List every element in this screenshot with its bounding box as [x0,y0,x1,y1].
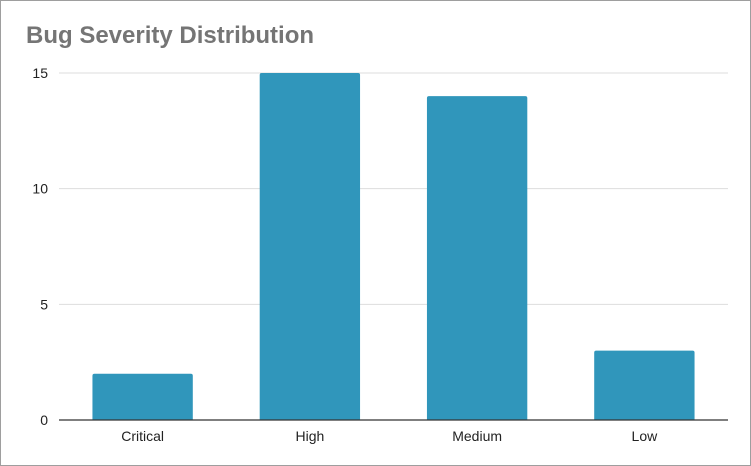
bar-low [594,350,695,420]
y-tick-label: 15 [32,65,48,81]
gridlines [59,72,728,305]
x-tick-label-high: High [295,428,324,444]
y-tick-label: 10 [32,181,48,197]
x-tick-label-critical: Critical [121,428,164,444]
bar-critical [92,373,193,420]
bar-medium [426,96,528,420]
chart-title: Bug Severity Distribution [26,22,315,49]
y-tick-label: 5 [40,296,48,312]
bars [92,73,695,420]
x-tick-label-medium: Medium [452,428,502,444]
y-tick-label: 0 [40,412,48,428]
x-tick-label-low: Low [632,428,659,444]
tick-labels: 0 5 10 15 Critical High Medium Low [32,65,658,444]
bar-high [259,73,361,420]
